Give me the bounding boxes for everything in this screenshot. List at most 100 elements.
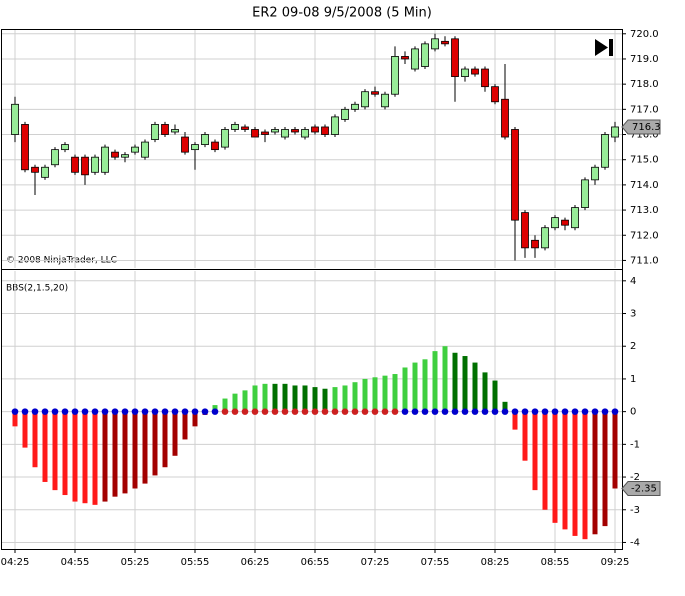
histogram-bar [102,411,108,502]
y-tick-label: 716.0 [630,130,659,141]
candle-body [421,43,429,67]
y-tick-label: 717.0 [630,104,659,115]
candle-body [331,116,339,135]
candle-body [11,103,19,135]
candle-body [241,126,249,130]
squeeze-dot [461,408,469,415]
histogram-bar [342,385,348,412]
histogram-bar [532,411,538,491]
histogram-bar [552,411,558,523]
play-triangle[interactable] [595,39,608,56]
histogram-bar [402,367,408,412]
chart-title: ER2 09-08 9/5/2008 (5 Min) [252,6,432,21]
squeeze-dot [231,408,239,415]
histogram-bar [52,411,58,491]
squeeze-dot [251,408,259,415]
candle-body [71,156,79,173]
candle-body [591,166,599,181]
histogram-bar [332,387,338,412]
y-tick-label: -1 [630,439,640,450]
candle-body [411,48,419,70]
y-tick-label: 711.0 [630,255,659,266]
squeeze-dot [471,408,479,415]
y-tick-label: 1 [630,374,636,385]
candle-body [361,91,369,108]
candle-body [31,166,39,173]
y-tick-label: 3 [630,309,636,320]
squeeze-dot [531,408,539,415]
histogram-bar [252,385,258,412]
y-tick-label: 0 [630,407,636,418]
histogram-bar [612,411,618,489]
squeeze-dot [341,408,349,415]
candle-body [61,144,69,151]
squeeze-dot [271,408,279,415]
candle-body [101,146,109,173]
histogram-bar [242,390,248,412]
squeeze-dot [151,408,159,415]
histogram-bar [12,411,18,427]
squeeze-dot [611,408,619,415]
candle-body [21,124,29,171]
candle-body [381,93,389,108]
candle-body [511,129,519,221]
candle-body [611,126,619,138]
play-bar[interactable] [609,39,613,56]
squeeze-dot [31,408,39,415]
last-price-label: 716.3 [632,122,661,133]
candle-body [131,146,139,153]
candle-body [571,207,579,229]
candle-body [501,98,509,138]
histogram-bar [152,411,158,476]
x-tick-label: 08:25 [481,557,510,568]
histogram-bar [422,359,428,412]
squeeze-dot [111,408,119,415]
histogram-bar [382,375,388,412]
histogram-bar [312,387,318,412]
candle-body [121,154,129,158]
squeeze-dot [161,408,169,415]
histogram-bar [112,411,118,497]
candle-body [391,56,399,95]
squeeze-dot [501,408,509,415]
histogram-bar [222,398,228,412]
candle-body [191,144,199,151]
candle-body [441,40,449,45]
squeeze-dot [541,408,549,415]
x-tick-label: 08:55 [541,557,570,568]
histogram-bar [322,388,328,412]
x-tick-label: 04:25 [1,557,30,568]
candle-body [431,38,439,50]
histogram-bar [482,372,488,412]
last-value-label: -2.35 [631,483,657,494]
squeeze-dot [391,408,399,415]
x-tick-label: 07:55 [421,557,450,568]
candle-body [111,151,119,158]
candle-body [541,227,549,249]
squeeze-dot [71,408,79,415]
histogram-bar [162,411,168,468]
histogram-bar [352,382,358,412]
y-tick-label: 713.0 [630,205,659,216]
candle-body [351,103,359,110]
x-tick-label: 04:55 [61,557,90,568]
candle-body [41,166,49,178]
plot-border [1,29,623,550]
squeeze-dot [311,408,319,415]
candle-body [521,212,529,249]
candle-body [171,129,179,133]
squeeze-dot [221,408,229,415]
histogram-bar [492,380,498,412]
histogram-bar [362,378,368,412]
histogram-bar [512,411,518,430]
candle-body [401,56,409,60]
histogram-bar [602,411,608,527]
candle-body [271,129,279,133]
squeeze-dot [601,408,609,415]
x-tick-label: 06:55 [301,557,330,568]
indicator-title: BBS(2,1.5,20) [6,284,68,294]
histogram-bar [302,385,308,412]
play-icon[interactable] [595,39,613,56]
